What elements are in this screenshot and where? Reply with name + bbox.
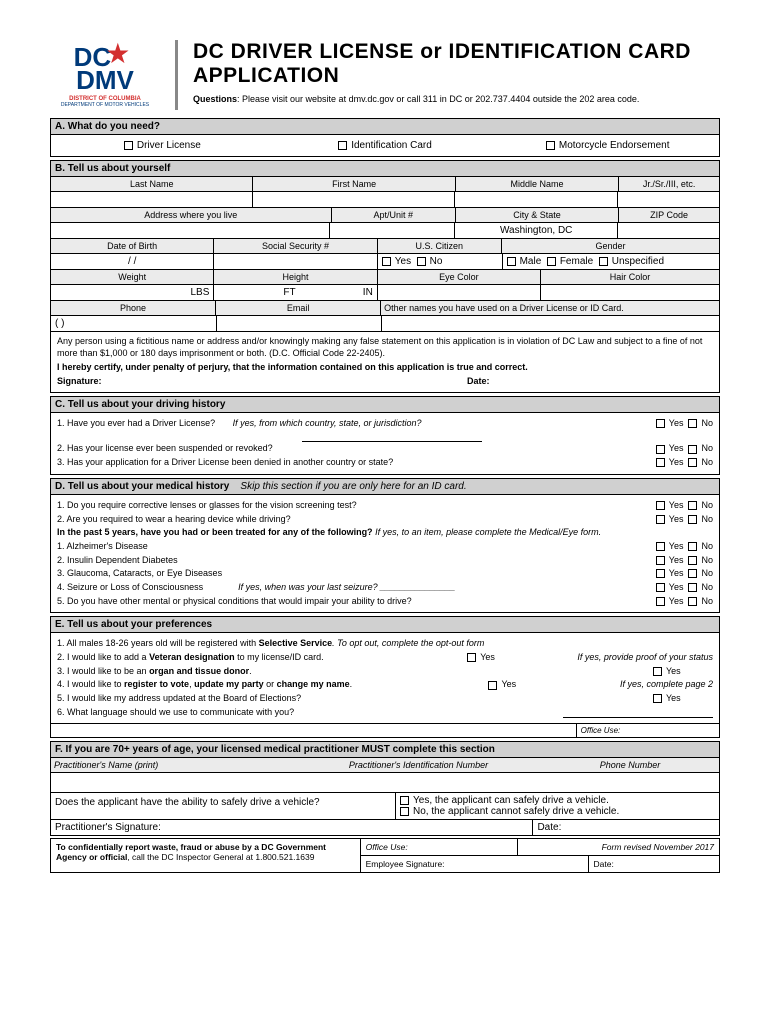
page-title: DC DRIVER LICENSE or IDENTIFICATION CARD… bbox=[193, 40, 720, 88]
d-i2-no[interactable] bbox=[688, 556, 697, 565]
d-i5-yes[interactable] bbox=[656, 597, 665, 606]
section-c-body: 1. Have you ever had a Driver License? I… bbox=[50, 413, 720, 475]
c-q3-yes[interactable] bbox=[656, 458, 665, 467]
f-no[interactable] bbox=[400, 807, 409, 816]
disclaimer-box: Any person using a fictitious name or ad… bbox=[50, 332, 720, 393]
input-address[interactable] bbox=[51, 223, 330, 238]
dmv-logo: DC★ DMV DISTRICT OF COLUMBIA DEPARTMENT … bbox=[50, 40, 160, 108]
d-q1-no[interactable] bbox=[688, 501, 697, 510]
input-firstname[interactable] bbox=[253, 192, 455, 207]
input-apt[interactable] bbox=[330, 223, 455, 238]
input-dob[interactable]: / / bbox=[51, 254, 214, 269]
input-other-names[interactable] bbox=[382, 316, 719, 331]
input-suffix[interactable] bbox=[618, 192, 719, 207]
section-b-header: B. Tell us about yourself bbox=[50, 160, 720, 177]
checkbox-male[interactable] bbox=[507, 257, 516, 266]
d-i2-yes[interactable] bbox=[656, 556, 665, 565]
c-q1-no[interactable] bbox=[688, 419, 697, 428]
e-l3-yes[interactable] bbox=[653, 667, 662, 676]
c-q3-no[interactable] bbox=[688, 458, 697, 467]
checkbox-citizen-yes[interactable] bbox=[382, 257, 391, 266]
input-weight[interactable]: LBS bbox=[51, 285, 214, 300]
header: DC★ DMV DISTRICT OF COLUMBIA DEPARTMENT … bbox=[50, 40, 720, 110]
e-l4-yes[interactable] bbox=[488, 681, 497, 690]
c-q2-no[interactable] bbox=[688, 445, 697, 454]
d-i5-no[interactable] bbox=[688, 597, 697, 606]
d-q2-yes[interactable] bbox=[656, 515, 665, 524]
input-ssn[interactable] bbox=[214, 254, 377, 269]
section-c-header: C. Tell us about your driving history bbox=[50, 396, 720, 413]
input-height[interactable]: FTIN bbox=[214, 285, 377, 300]
d-q2-no[interactable] bbox=[688, 515, 697, 524]
e-l2-yes[interactable] bbox=[467, 653, 476, 662]
checkbox-id-card[interactable] bbox=[338, 141, 347, 150]
input-practitioner[interactable] bbox=[51, 773, 719, 792]
input-zip[interactable] bbox=[618, 223, 719, 238]
section-e-header: E. Tell us about your preferences bbox=[50, 616, 720, 633]
title-block: DC DRIVER LICENSE or IDENTIFICATION CARD… bbox=[193, 40, 720, 104]
divider bbox=[175, 40, 178, 110]
checkbox-female[interactable] bbox=[547, 257, 556, 266]
input-middlename[interactable] bbox=[455, 192, 618, 207]
section-e-body: 1. All males 18-26 years old will be reg… bbox=[50, 633, 720, 724]
input-phone[interactable]: ( ) bbox=[51, 316, 217, 331]
c-q1-yes[interactable] bbox=[656, 419, 665, 428]
c-q2-yes[interactable] bbox=[656, 445, 665, 454]
d-i1-yes[interactable] bbox=[656, 542, 665, 551]
d-q1-yes[interactable] bbox=[656, 501, 665, 510]
input-hair[interactable] bbox=[541, 285, 719, 300]
questions-line: Questions: Please visit our website at d… bbox=[193, 94, 720, 104]
f-yes[interactable] bbox=[400, 796, 409, 805]
d-i1-no[interactable] bbox=[688, 542, 697, 551]
input-lastname[interactable] bbox=[51, 192, 253, 207]
logo-sub2: DEPARTMENT OF MOTOR VEHICLES bbox=[61, 102, 149, 108]
checkbox-driver-license[interactable] bbox=[124, 141, 133, 150]
checkbox-citizen-no[interactable] bbox=[417, 257, 426, 266]
d-i4-yes[interactable] bbox=[656, 583, 665, 592]
checkbox-motorcycle[interactable] bbox=[546, 141, 555, 150]
section-a-header: A. What do you need? bbox=[50, 118, 720, 135]
section-f-header: F. If you are 70+ years of age, your lic… bbox=[50, 741, 720, 758]
checkbox-unspec[interactable] bbox=[599, 257, 608, 266]
section-d-header: D. Tell us about your medical history Sk… bbox=[50, 478, 720, 495]
input-eye[interactable] bbox=[378, 285, 541, 300]
input-email[interactable] bbox=[217, 316, 383, 331]
d-i3-no[interactable] bbox=[688, 569, 697, 578]
section-d-body: 1. Do you require corrective lenses or g… bbox=[50, 495, 720, 614]
d-i3-yes[interactable] bbox=[656, 569, 665, 578]
d-i4-no[interactable] bbox=[688, 583, 697, 592]
e-l5-yes[interactable] bbox=[653, 694, 662, 703]
